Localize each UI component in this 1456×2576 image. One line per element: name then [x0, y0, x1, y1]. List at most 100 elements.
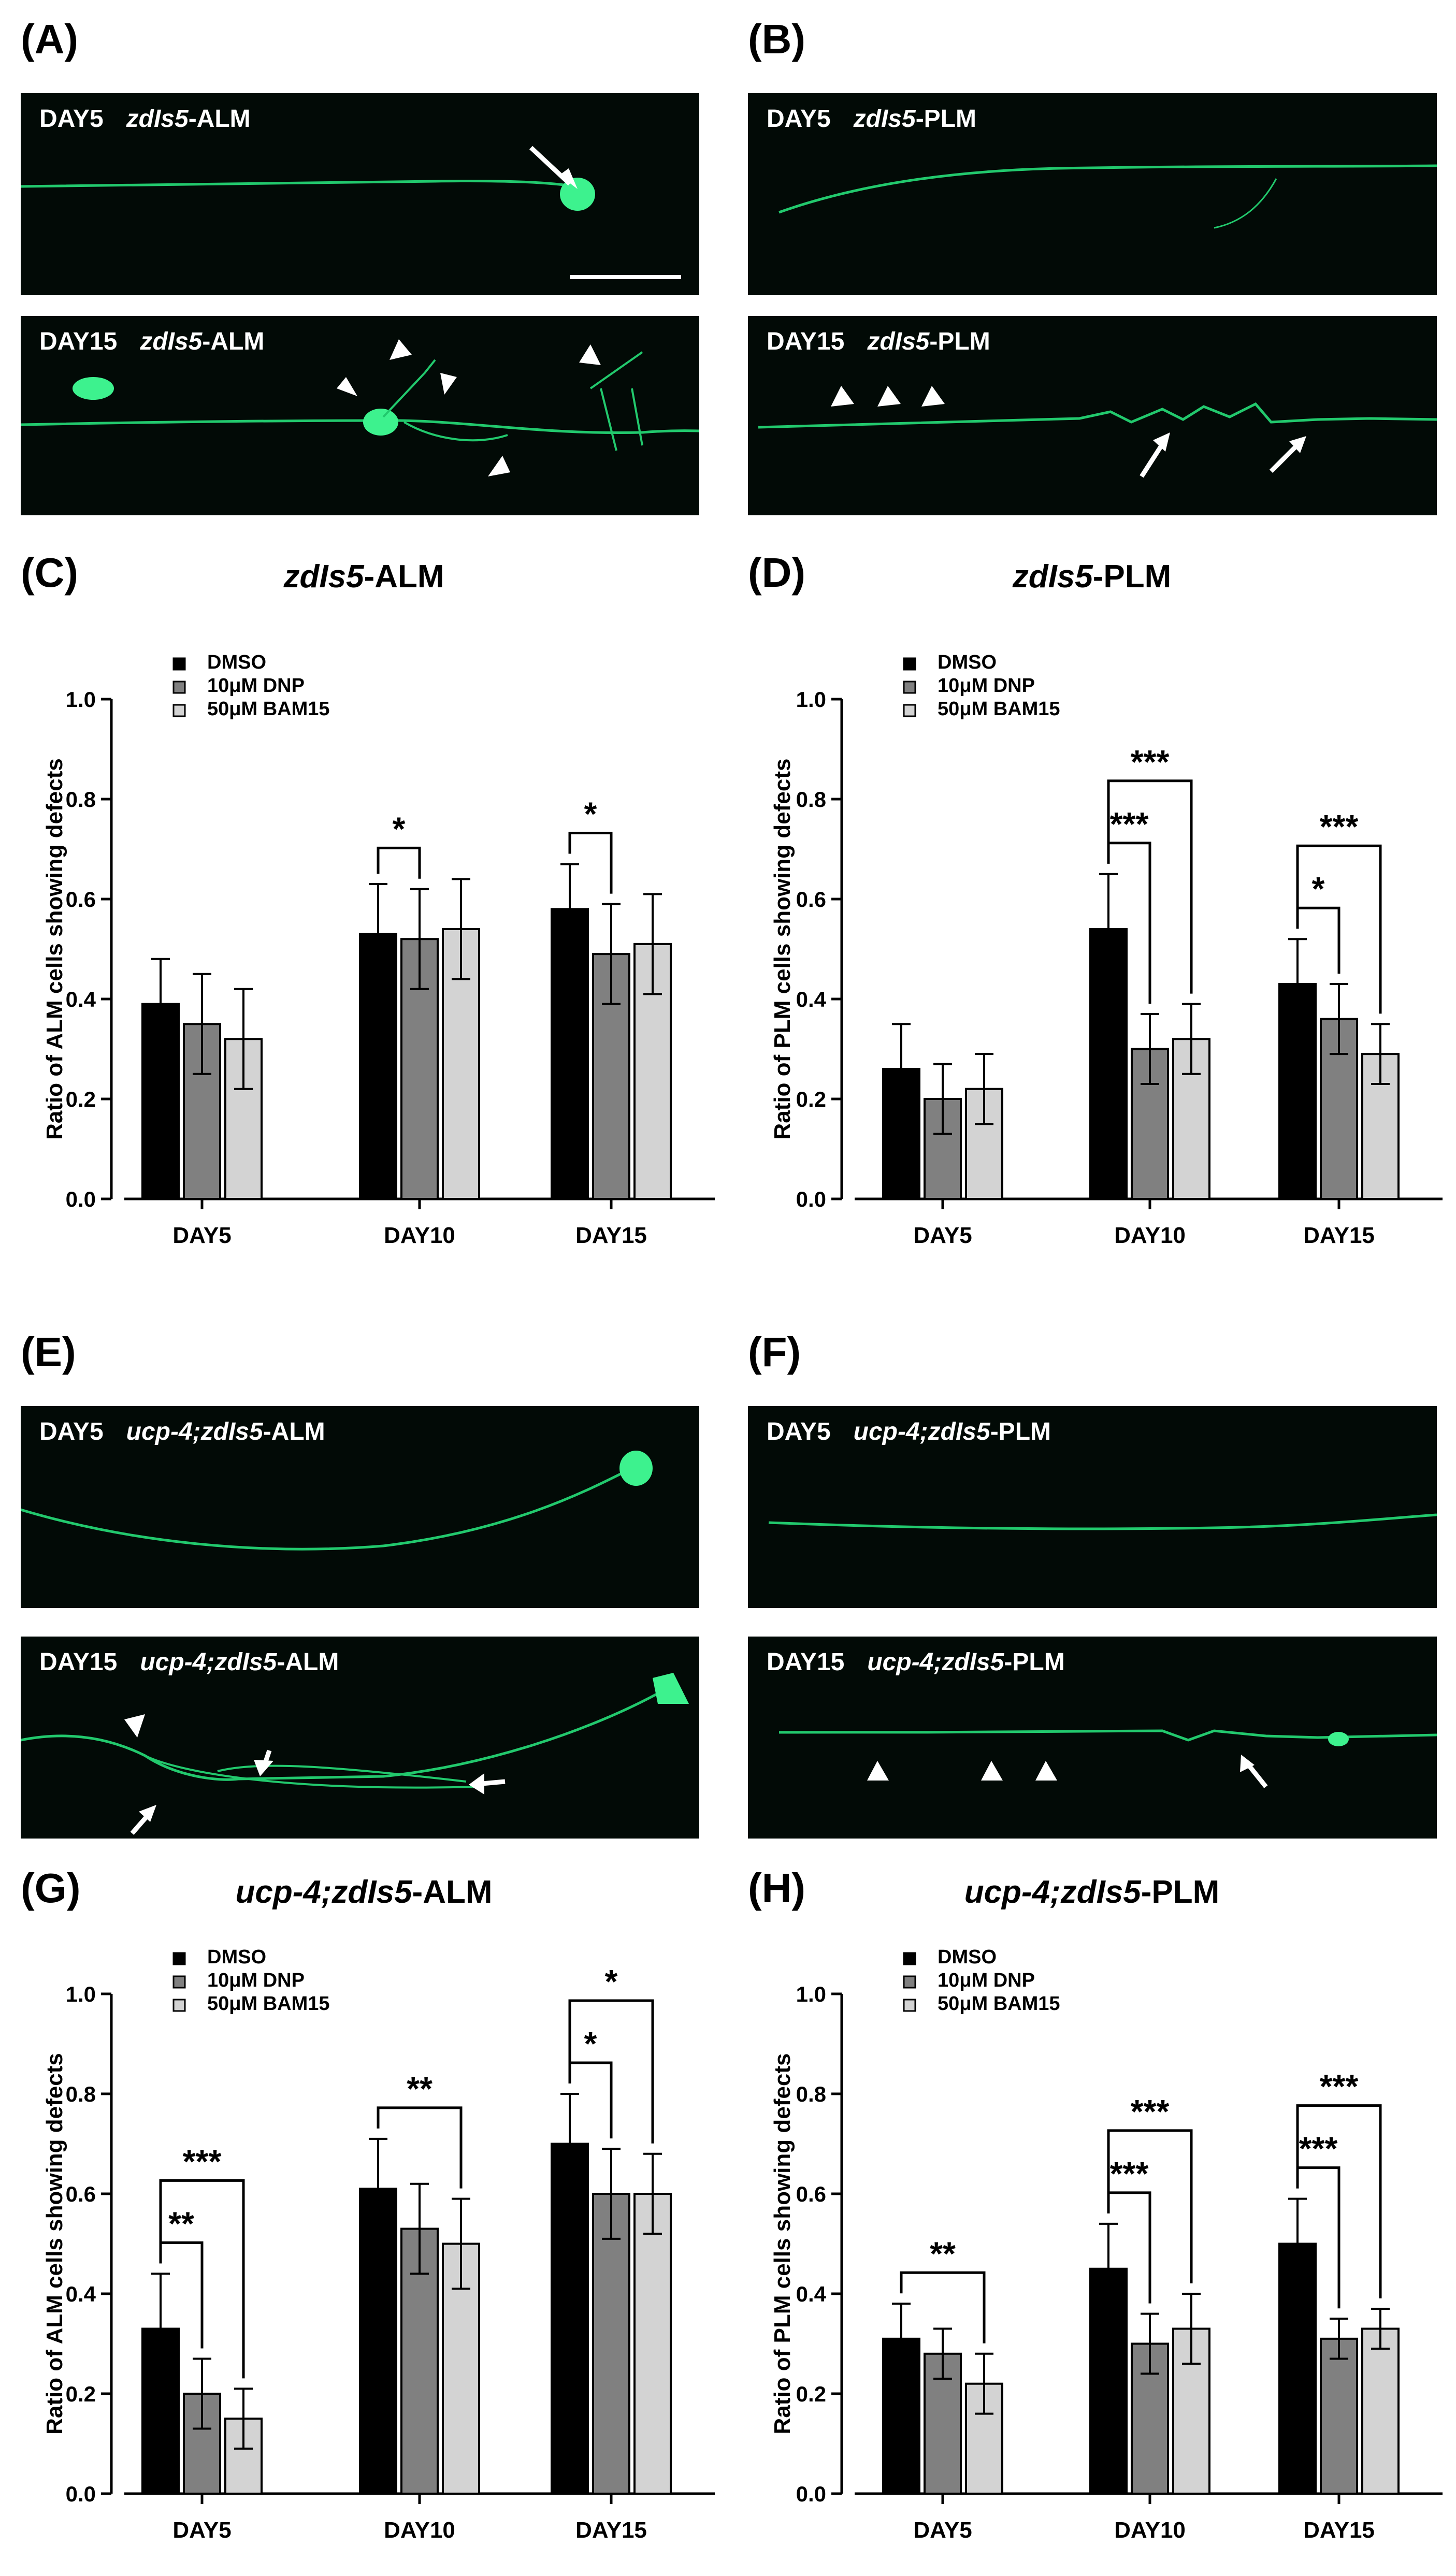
panel-label-f: (F)	[748, 1329, 801, 1375]
micrograph-a-day15: DAY15 zdIs5-ALM	[21, 316, 699, 515]
y-tick-label: 0.6	[796, 2182, 826, 2206]
micro-label: DAY5 zdIs5-PLM	[767, 105, 976, 133]
significance-bracket	[568, 2061, 613, 2139]
legend-label: DMSO	[938, 652, 997, 673]
y-tick-label: 0.4	[796, 987, 827, 1011]
chart-d: (D) zdIs5-PLM 0.0 0.2 0.4 0.6 0.8 1.0 Ratio of…	[728, 549, 1456, 1290]
significance-label: ***	[1320, 2068, 1359, 2105]
panel-label-b: (B)	[748, 16, 806, 62]
micrograph-b-day15: DAY15 zdIs5-PLM	[748, 316, 1437, 515]
y-tick-label: 0.4	[796, 2282, 827, 2306]
legend-swatch	[172, 704, 186, 717]
panel-label-c: (C)	[21, 549, 79, 596]
bar	[633, 2193, 672, 2495]
chart-svg: 0.0 0.2 0.4 0.6 0.8 1.0 Ratio of ALM cells sho…	[42, 1946, 715, 2543]
y-tick-label: 0.8	[66, 787, 96, 812]
legend-swatch	[172, 657, 186, 671]
micro-label: DAY5 ucp-4;zdIs5-PLM	[767, 1418, 1051, 1445]
significance-label: ***	[1131, 743, 1170, 780]
micrograph-e-day5: DAY5 ucp-4;zdIs5-ALM	[21, 1406, 699, 1608]
x-tick-label: DAY5	[172, 1223, 231, 1248]
legend-label: 10μM DNP	[938, 1970, 1035, 1991]
chart-h: (H) ucp-4;zdIs5-PLM 0.0 0.2 0.4 0.6 0.8 1.0 Ra…	[728, 1864, 1456, 2576]
micro-label: DAY5 zdIs5-ALM	[39, 105, 251, 133]
neuron-image	[21, 1451, 653, 1551]
y-tick-label: 0.6	[796, 887, 826, 911]
chart-title: ucp-4;zdIs5-ALM	[235, 1874, 493, 1910]
significance-label: ***	[1110, 2155, 1149, 2192]
significance-bracket	[1296, 2104, 1382, 2298]
neuron-image	[21, 146, 681, 279]
micro-label: DAY15 zdIs5-ALM	[39, 328, 265, 355]
significance-label: *	[393, 810, 406, 847]
micrograph-f-day5: DAY5 ucp-4;zdIs5-PLM	[748, 1406, 1437, 1608]
bar	[965, 2382, 1003, 2495]
legend-swatch	[172, 681, 186, 694]
neuron-image	[779, 1729, 1437, 1788]
panel-label-d: (D)	[748, 549, 806, 596]
legend-label: DMSO	[207, 652, 266, 673]
micrograph-a-day5: DAY5 zdIs5-ALM	[21, 93, 699, 295]
panel-label-e: (E)	[21, 1329, 76, 1375]
x-tick-label: DAY10	[384, 2517, 455, 2543]
neuron-image	[21, 1673, 689, 1835]
x-tick-label: DAY5	[913, 1223, 972, 1248]
legend-label: 50μM BAM15	[207, 1993, 330, 2015]
significance-label: **	[930, 2235, 956, 2272]
y-axis-label: Ratio of PLM cells showing defects	[770, 2053, 795, 2435]
micro-label: DAY15 ucp-4;zdIs5-ALM	[39, 1648, 339, 1676]
chart-svg: 0.0 0.2 0.4 0.6 0.8 1.0 Ratio of ALM cells sho…	[42, 652, 715, 1248]
x-tick-label: DAY5	[913, 2517, 972, 2543]
x-tick-label: DAY15	[575, 2517, 647, 2543]
y-tick-label: 0.4	[66, 2282, 96, 2306]
legend-label: 10μM DNP	[938, 675, 1035, 697]
significance-bracket	[568, 831, 613, 894]
x-tick-label: DAY15	[575, 1223, 647, 1248]
legend-swatch	[903, 1999, 916, 2012]
y-tick-label: 0.0	[66, 2482, 96, 2506]
legend-label: 10μM DNP	[207, 1970, 305, 1991]
legend-label: 10μM DNP	[207, 675, 305, 697]
legend-swatch	[903, 1952, 916, 1965]
legend-swatch	[903, 657, 916, 671]
legend-label: DMSO	[938, 1946, 997, 1968]
significance-bracket	[1107, 779, 1193, 994]
y-tick-label: 0.4	[66, 987, 96, 1011]
panel-label-g: (G)	[21, 1865, 81, 1911]
neuron-image	[21, 339, 699, 476]
y-tick-label: 0.2	[796, 1087, 826, 1111]
significance-label: ***	[183, 2143, 222, 2180]
x-tick-label: DAY5	[172, 2517, 231, 2543]
bar	[551, 908, 589, 1200]
y-tick-label: 0.6	[66, 887, 96, 911]
y-tick-label: 0.6	[66, 2182, 96, 2206]
chart-title: ucp-4;zdIs5-PLM	[964, 1874, 1220, 1910]
legend-swatch	[172, 1952, 186, 1965]
legend-label: 50μM BAM15	[938, 698, 1060, 720]
significance-bracket	[377, 846, 421, 879]
y-tick-label: 0.0	[796, 2482, 826, 2506]
significance-bracket	[1296, 906, 1340, 974]
significance-bracket	[377, 2106, 463, 2189]
y-tick-label: 0.0	[796, 1187, 826, 1211]
legend-swatch	[172, 1999, 186, 2012]
significance-bracket	[1107, 2129, 1193, 2283]
x-tick-label: DAY10	[384, 1223, 455, 1248]
y-tick-label: 1.0	[66, 1982, 96, 2006]
y-tick-label: 0.2	[796, 2382, 826, 2406]
bar	[1320, 2337, 1358, 2495]
micrograph-b-day5: DAY5 zdIs5-PLM	[748, 93, 1437, 295]
y-tick-label: 0.2	[66, 1087, 96, 1111]
significance-label: ***	[1131, 2093, 1170, 2130]
panel-label-a: (A)	[21, 16, 79, 62]
y-tick-label: 0.8	[796, 2082, 826, 2106]
panel-label-h: (H)	[748, 1865, 806, 1911]
significance-bracket	[568, 1999, 654, 2144]
significance-label: *	[605, 1963, 618, 2000]
micro-label: DAY5 ucp-4;zdIs5-ALM	[39, 1418, 325, 1445]
y-tick-label: 1.0	[66, 687, 96, 712]
y-axis-label: Ratio of ALM cells showing defects	[42, 758, 67, 1140]
significance-label: *	[584, 2025, 597, 2062]
legend-label: 50μM BAM15	[938, 1993, 1060, 2015]
legend-swatch	[903, 1975, 916, 1989]
